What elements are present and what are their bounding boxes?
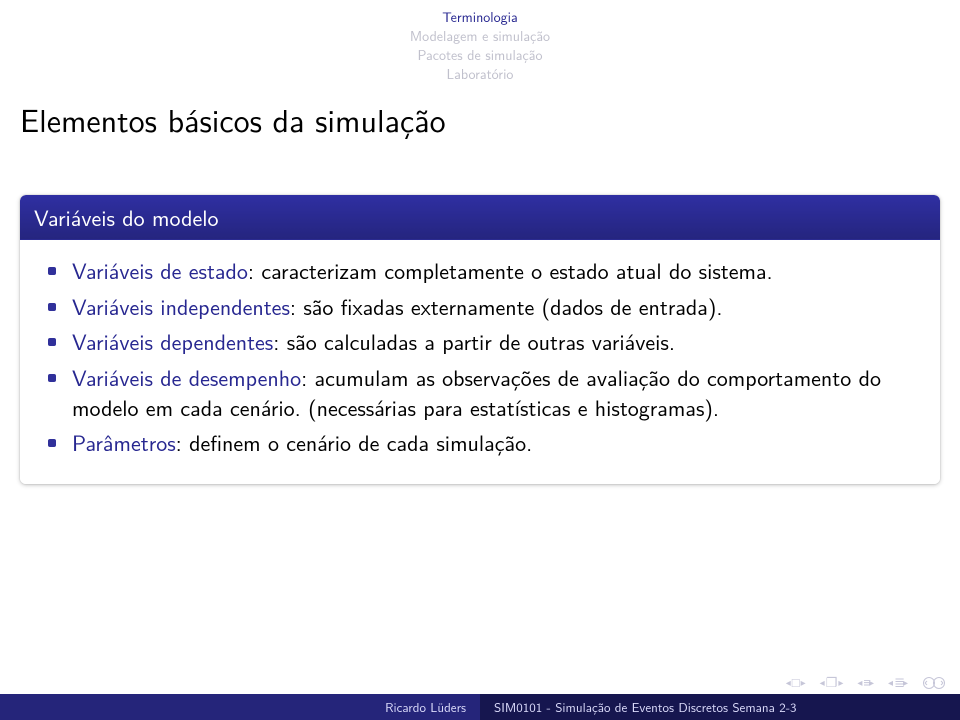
item-term: Variáveis de desempenho <box>72 361 301 393</box>
nav-frame-icon[interactable]: ◂❐▸ <box>820 673 844 692</box>
item-text: : caracterizam completamente o estado at… <box>248 254 773 286</box>
block-body: Variáveis de estado: caracterizam comple… <box>20 240 940 484</box>
nav-backforward-icon[interactable] <box>922 676 946 690</box>
item-term: Variáveis de estado <box>72 254 248 286</box>
footline: Ricardo Lüders SIM0101 - Simulação de Ev… <box>0 694 960 720</box>
list-item: Variáveis de desempenho: acumulam as obs… <box>62 363 920 422</box>
beamer-nav-symbols: ◂□▸ ◂❐▸ ◂≡▸ ◂≣▸ <box>786 673 946 692</box>
list-item: Variáveis independentes: são fixadas ext… <box>62 292 920 322</box>
nav-section-terminologia[interactable]: Terminologia <box>0 8 960 27</box>
item-text: : definem o cenário de cada simulação. <box>176 426 533 458</box>
item-term: Variáveis independentes <box>72 290 290 322</box>
nav-section-pacotes[interactable]: Pacotes de simulação <box>0 46 960 65</box>
block-title: Variáveis do modelo <box>20 195 940 240</box>
nav-section-laboratorio[interactable]: Laboratório <box>0 65 960 84</box>
header-nav-sections: Terminologia Modelagem e simulação Pacot… <box>0 8 960 84</box>
nav-section-icon[interactable]: ◂≣▸ <box>888 673 908 692</box>
item-text: : são calculadas a partir de outras vari… <box>273 325 675 357</box>
nav-section-modelagem[interactable]: Modelagem e simulação <box>0 27 960 46</box>
nav-slide-icon[interactable]: ◂□▸ <box>786 673 806 692</box>
item-list: Variáveis de estado: caracterizam comple… <box>44 256 920 458</box>
footline-author: Ricardo Lüders <box>0 694 480 720</box>
item-term: Variáveis dependentes <box>72 325 273 357</box>
frame-title: Elementos básicos da simulação <box>20 95 446 142</box>
item-text: : são fixadas externamente (dados de ent… <box>290 290 723 322</box>
footline-title: SIM0101 - Simulação de Eventos Discretos… <box>480 694 960 720</box>
item-term: Parâmetros <box>72 426 176 458</box>
nav-subsection-icon[interactable]: ◂≡▸ <box>857 673 874 692</box>
list-item: Variáveis de estado: caracterizam comple… <box>62 256 920 286</box>
list-item: Parâmetros: definem o cenário de cada si… <box>62 428 920 458</box>
block: Variáveis do modelo Variáveis de estado:… <box>20 195 940 484</box>
list-item: Variáveis dependentes: são calculadas a … <box>62 327 920 357</box>
